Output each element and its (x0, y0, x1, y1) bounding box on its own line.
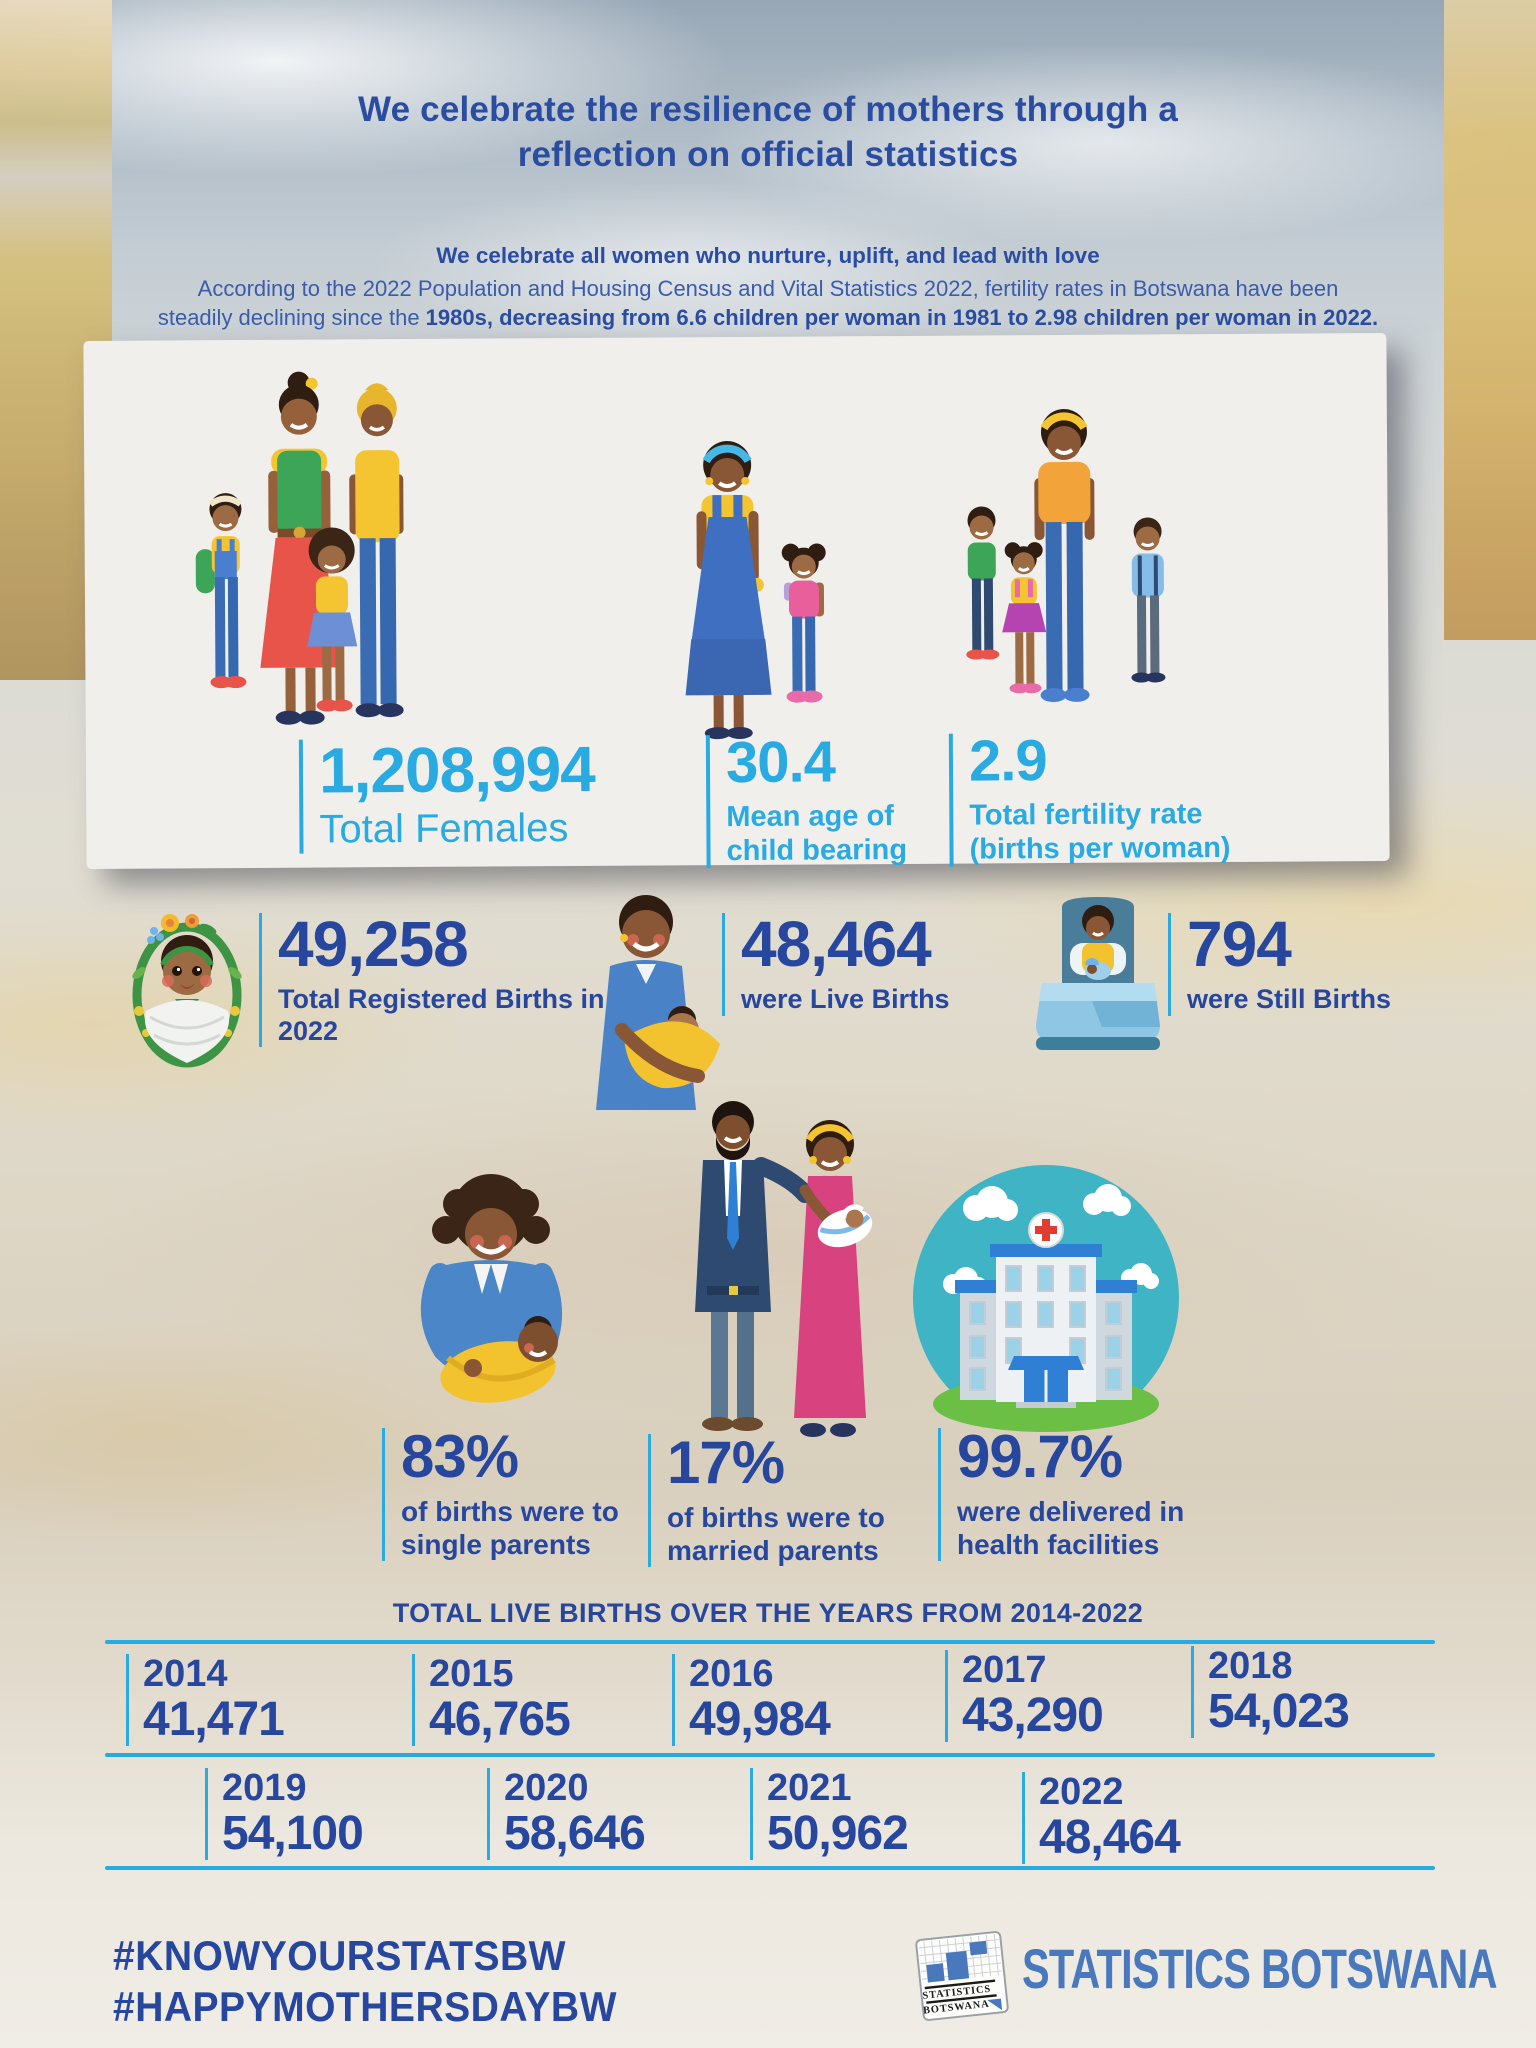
stat-single-parents-value: 83% (401, 1423, 519, 1490)
table-cell-2019: 2019 54,100 (205, 1767, 364, 1861)
intro-paragraph: According to the 2022 Population and Hou… (0, 274, 1536, 332)
table-cell-2014: 2014 41,471 (126, 1653, 285, 1747)
page-title-line2: reflection on official statistics (517, 134, 1019, 174)
statistics-botswana-logo-icon: STATISTICS BOTSWANA (915, 1931, 1009, 2021)
year-value: 58,646 (504, 1807, 646, 1861)
married-couple-with-baby-illustration (695, 1101, 873, 1437)
table-cell-2021: 2021 50,962 (750, 1767, 909, 1861)
hospital-building-illustration (913, 1165, 1179, 1432)
stat-married-parents-value: 17% (667, 1429, 785, 1496)
year-label: 2020 (504, 1767, 589, 1809)
stat-live-births-value: 48,464 (741, 908, 932, 980)
statistics-botswana-wordmark: STATISTICS BOTSWANA (1022, 1937, 1498, 2000)
stat-fertility-rate: 2.9 Total fertility rate (births per wom… (948, 728, 1300, 867)
stat-mean-age: 30.4 Mean age of child bearing (705, 729, 942, 869)
stat-mean-age-label: Mean age of child bearing (726, 799, 908, 868)
year-label: 2015 (429, 1653, 514, 1695)
single-mother-with-baby-illustration (421, 1174, 562, 1403)
stat-married-parents-label: of births were to married parents (667, 1501, 885, 1566)
page-subtitle: We celebrate all women who nurture, upli… (436, 243, 1100, 268)
stat-fertility-rate-label: Total fertility rate (births per woman) (969, 797, 1231, 866)
table-cell-2018: 2018 54,023 (1191, 1645, 1350, 1739)
stat-total-females: 1,208,994 Total Females (298, 732, 596, 854)
mother-holding-baby-icon (596, 895, 720, 1110)
year-value: 54,100 (222, 1807, 364, 1861)
hashtag-knowyourstats: #KNOWYOURSTATSBW (113, 1932, 566, 1979)
table-divider-top (105, 1640, 1435, 1644)
year-label: 2022 (1039, 1771, 1124, 1813)
table-cell-2016: 2016 49,984 (672, 1653, 831, 1747)
year-value: 43,290 (962, 1689, 1104, 1743)
stat-still-births-value: 794 (1187, 908, 1292, 980)
year-label: 2019 (222, 1767, 307, 1809)
stat-health-facilities: 99.7% were delivered in health facilitie… (938, 1423, 1237, 1561)
year-value: 54,023 (1208, 1685, 1350, 1739)
stat-health-facilities-label: were delivered in health facilities (957, 1495, 1185, 1560)
table-cell-2020: 2020 58,646 (487, 1767, 646, 1861)
stat-married-parents: 17% of births were to married parents (648, 1429, 947, 1567)
live-births-table-title: TOTAL LIVE BIRTHS OVER THE YEARS FROM 20… (392, 1598, 1144, 1628)
year-label: 2021 (767, 1767, 852, 1809)
population-stats-panel: 1,208,994 Total Females 30.4 Mean age of… (83, 333, 1390, 869)
stat-mean-age-value: 30.4 (725, 729, 836, 796)
pregnant-mother-with-daughter-illustration (685, 441, 826, 740)
year-value: 50,962 (767, 1807, 909, 1861)
year-label: 2018 (1208, 1645, 1293, 1687)
table-cell-2015: 2015 46,765 (412, 1653, 571, 1747)
stat-registered-births: 49,258 Total Registered Births in 2022 (259, 908, 623, 1048)
stat-live-births: 48,464 were Live Births (722, 908, 950, 1016)
year-label: 2014 (143, 1653, 228, 1695)
hashtag-happymothersday: #HAPPYMOTHERSDAYBW (113, 1983, 617, 2031)
year-label: 2016 (689, 1653, 774, 1695)
stat-fertility-rate-value: 2.9 (968, 728, 1047, 794)
year-value: 41,471 (143, 1693, 285, 1747)
stat-live-births-label: were Live Births (741, 983, 950, 1014)
stat-total-females-label: Total Females (319, 805, 569, 852)
stat-single-parents-label: of births were to single parents (401, 1495, 619, 1560)
stat-registered-births-label: Total Registered Births in 2022 (278, 983, 605, 1046)
stat-still-births-label: were Still Births (1187, 983, 1392, 1014)
year-value: 48,464 (1039, 1811, 1181, 1865)
photo-strip-right (1444, 0, 1536, 640)
stat-total-females-value: 1,208,994 (318, 732, 595, 807)
mothers-with-daughters-illustration (195, 371, 404, 725)
year-label: 2017 (962, 1649, 1047, 1691)
table-cell-2017: 2017 43,290 (945, 1649, 1104, 1743)
table-cell-2022: 2022 48,464 (1022, 1771, 1181, 1865)
intro-line1: According to the 2022 Population and Hou… (197, 276, 1339, 301)
table-divider-middle (105, 1753, 1435, 1757)
year-value: 49,984 (689, 1693, 831, 1747)
baby-in-wreath-icon (132, 914, 242, 1068)
mother-in-hospital-bed-icon (1036, 897, 1160, 1050)
stat-still-births: 794 were Still Births (1168, 908, 1392, 1016)
table-divider-bottom (105, 1866, 1435, 1870)
intro-line2: steadily declining since the 1980s, decr… (157, 305, 1379, 331)
stat-health-facilities-value: 99.7% (957, 1423, 1123, 1490)
page-title-line1: We celebrate the resilience of mothers t… (357, 90, 1178, 129)
stat-single-parents: 83% of births were to single parents (382, 1423, 681, 1561)
hashtags: #KNOWYOURSTATSBW #HAPPYMOTHERSDAYBW (113, 1930, 617, 2032)
stat-registered-births-value: 49,258 (278, 908, 469, 980)
page-title: We celebrate the resilience of mothers t… (0, 88, 1536, 178)
mother-with-three-children-illustration (966, 408, 1166, 703)
year-value: 46,765 (429, 1693, 571, 1747)
